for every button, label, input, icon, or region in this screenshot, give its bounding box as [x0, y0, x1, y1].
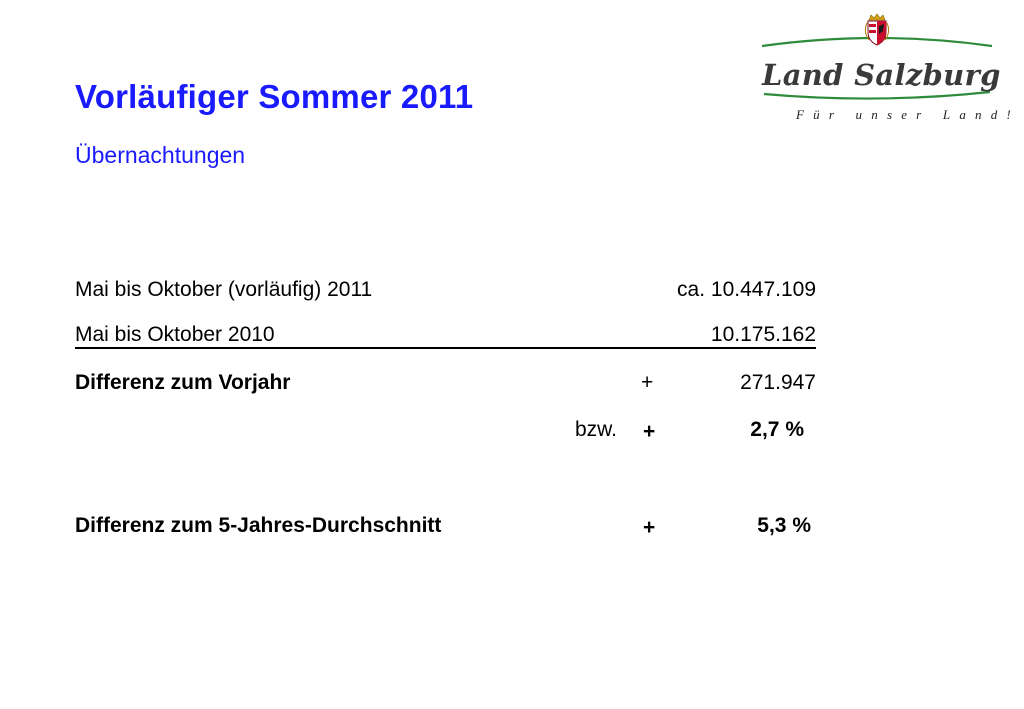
row5-label: Differenz zum 5-Jahres-Durchschnitt	[75, 514, 442, 537]
row5-sign: +	[643, 516, 656, 539]
logo-tagline: Für unser Land!	[796, 107, 1020, 122]
logo-bottom-arc	[763, 90, 991, 100]
row4-prefix: bzw.	[575, 418, 618, 441]
row3-label: Differenz zum Vorjahr	[75, 371, 291, 394]
row2-value: 10.175.162	[710, 323, 816, 346]
row1-value: ca. 10.447.109	[677, 278, 816, 301]
land-salzburg-logo: Land Salzburg Für unser Land!	[752, 12, 1011, 127]
row1-label: Mai bis Oktober (vorläufig) 2011	[75, 278, 373, 301]
logo-graphic	[761, 13, 993, 100]
row4-value: 2,7 %	[750, 418, 804, 441]
coat-of-arms-icon	[864, 13, 890, 46]
row4-sign: +	[643, 420, 656, 443]
logo-name: Land Salzburg	[762, 58, 1001, 92]
sum-underline	[75, 347, 816, 349]
row3-sign: +	[641, 371, 654, 394]
row3-value: 271.947	[740, 371, 816, 394]
row2-label: Mai bis Oktober 2010	[75, 323, 275, 346]
page-subtitle: Übernachtungen	[75, 142, 246, 168]
row5-value: 5,3 %	[757, 514, 811, 537]
page-title: Vorläufiger Sommer 2011	[75, 78, 474, 115]
